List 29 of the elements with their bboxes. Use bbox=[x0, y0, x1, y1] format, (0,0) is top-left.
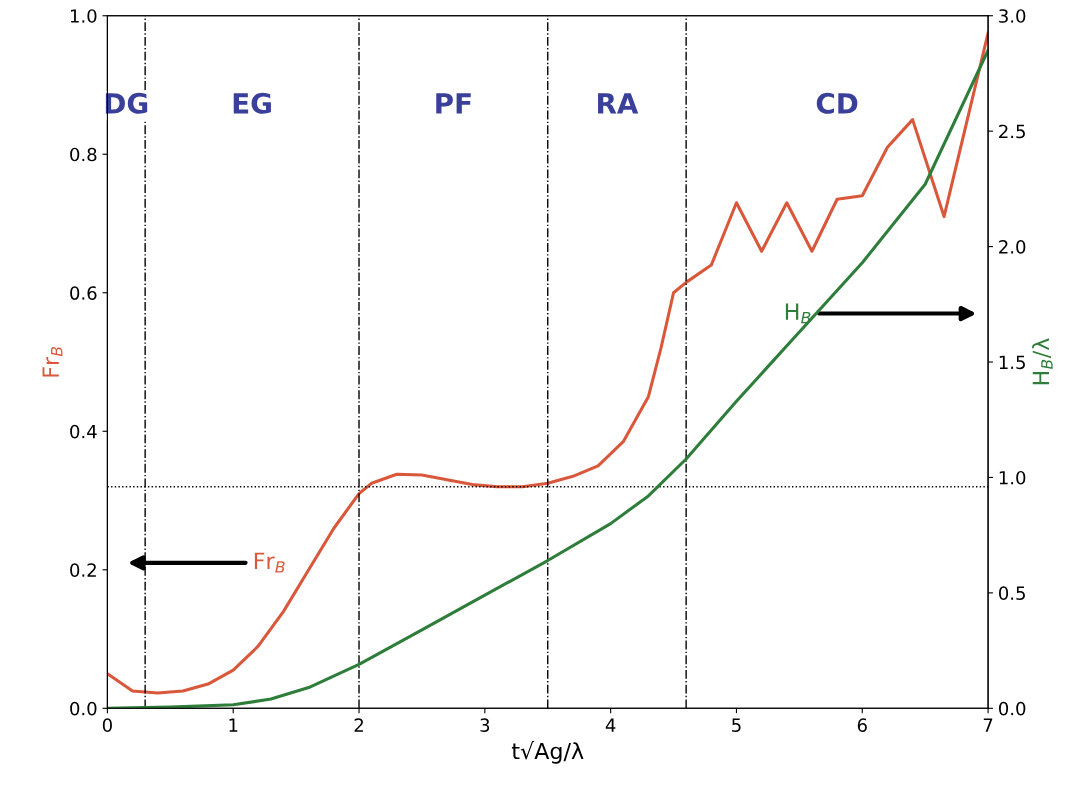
y-tick-label: 0.0 bbox=[70, 701, 97, 716]
series-label: Fr$_{B}$ bbox=[254, 552, 285, 573]
x-tick-label: 6 bbox=[857, 718, 867, 732]
x-tick-label: 4 bbox=[605, 718, 616, 732]
y2-axis-title: H$_{B}$/λ bbox=[1032, 338, 1053, 385]
x-tick-label: 7 bbox=[983, 718, 993, 732]
x-tick-label: 5 bbox=[732, 718, 741, 732]
x-tick-label: 1 bbox=[229, 718, 238, 732]
y2-tick-label: 3.0 bbox=[999, 9, 1026, 23]
y2-tick-label: 2.0 bbox=[999, 240, 1026, 254]
y2-tick-label: 1.5 bbox=[999, 355, 1025, 370]
annotation: RA bbox=[598, 93, 639, 114]
y2-tick-label: 0.0 bbox=[998, 701, 1026, 716]
y2-tick-label: 2.5 bbox=[999, 124, 1025, 139]
x-tick-label: 2 bbox=[354, 718, 363, 732]
y-tick-label: 1.0 bbox=[70, 9, 97, 23]
x-tick-label: 3 bbox=[480, 718, 490, 732]
y-tick-label: 0.8 bbox=[70, 147, 97, 162]
y-tick-label: 0.4 bbox=[70, 424, 97, 439]
y-tick-label: 0.2 bbox=[70, 563, 96, 577]
annotation: CD bbox=[816, 92, 858, 114]
y2-tick-label: 1.0 bbox=[999, 470, 1026, 485]
y-axis-title: Fr$_{B}$ bbox=[42, 346, 63, 377]
annotation: EG bbox=[233, 92, 271, 114]
x-axis-title: t√Ag/λ bbox=[511, 741, 584, 764]
annotation: PF bbox=[436, 93, 471, 114]
x-tick-label: 0 bbox=[102, 718, 112, 732]
y-tick-label: 0.6 bbox=[70, 286, 97, 300]
y2-tick-label: 0.5 bbox=[998, 586, 1025, 600]
